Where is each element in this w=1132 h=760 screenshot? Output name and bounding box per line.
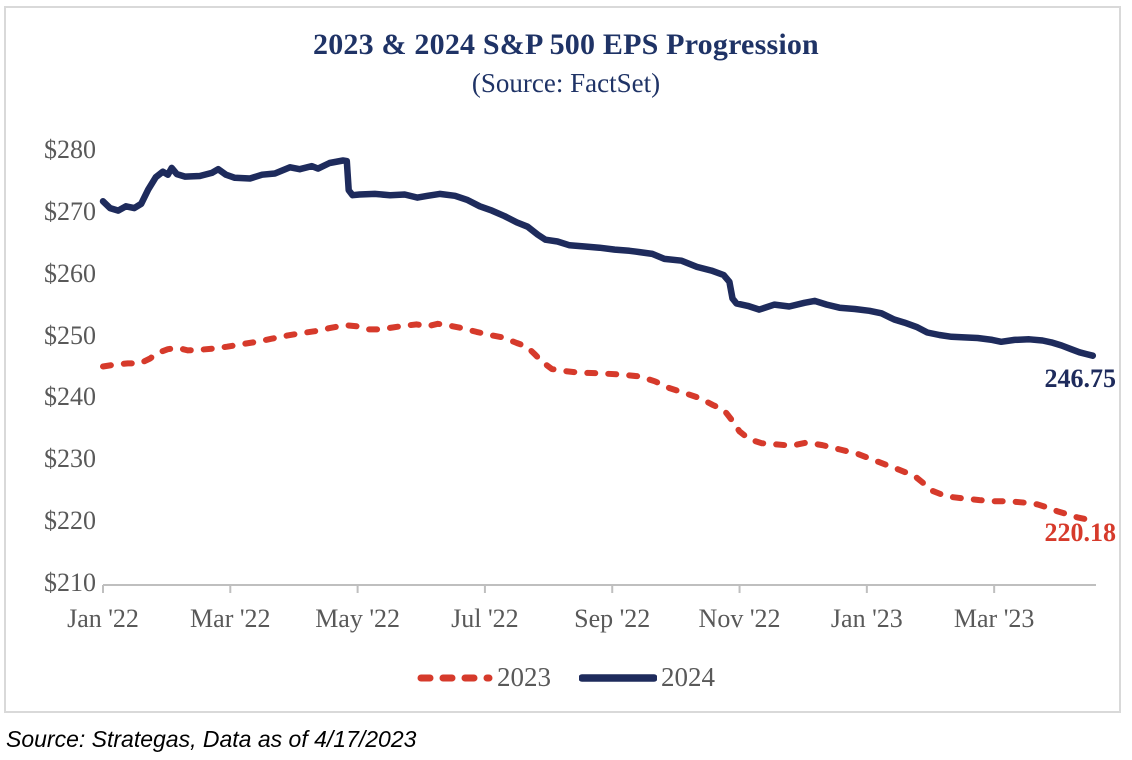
y-tick-label: $230 xyxy=(44,444,96,474)
chart-subtitle: (Source: FactSet) xyxy=(471,68,661,98)
x-tick-label: Jul '22 xyxy=(451,604,519,633)
legend-item-2024: 2024 xyxy=(579,662,715,693)
chart-legend: 2023 2024 xyxy=(0,662,1132,693)
y-tick-label: $220 xyxy=(44,506,96,536)
legend-item-2023: 2023 xyxy=(417,662,551,693)
series-2024-end-value-label: 246.75 xyxy=(1044,364,1117,393)
y-tick-label: $240 xyxy=(44,382,96,412)
x-tick-label: May '22 xyxy=(315,604,401,633)
y-tick-label: $250 xyxy=(44,320,96,350)
chart-frame xyxy=(4,6,1121,713)
x-tick-label: Jan '22 xyxy=(67,604,139,633)
y-tick-label: $260 xyxy=(44,258,96,288)
series-line-2023 xyxy=(100,320,1093,523)
x-tick-label: Mar '23 xyxy=(953,604,1035,633)
x-tick-label: Sep '22 xyxy=(574,604,651,633)
series-2023-end-value-label: 220.18 xyxy=(1044,518,1117,547)
x-tick-label: Jan '23 xyxy=(830,604,903,633)
legend-2023-dashed-line-icon xyxy=(417,674,493,681)
legend-label-2024: 2024 xyxy=(661,662,715,692)
legend-label-2023: 2023 xyxy=(497,662,551,692)
legend-2024-solid-line-icon xyxy=(579,673,657,682)
series-line-2024 xyxy=(99,157,1097,359)
source-note: Source: Strategas, Data as of 4/17/2023 xyxy=(6,726,417,752)
y-tick-label: $270 xyxy=(44,196,96,226)
y-tick-label: $210 xyxy=(44,568,96,597)
x-tick-label: Mar '22 xyxy=(190,604,271,633)
y-tick-label: $280 xyxy=(44,135,96,164)
chart-title: 2023 & 2024 S&P 500 EPS Progression xyxy=(313,28,819,61)
x-tick-label: Nov '22 xyxy=(698,604,781,633)
